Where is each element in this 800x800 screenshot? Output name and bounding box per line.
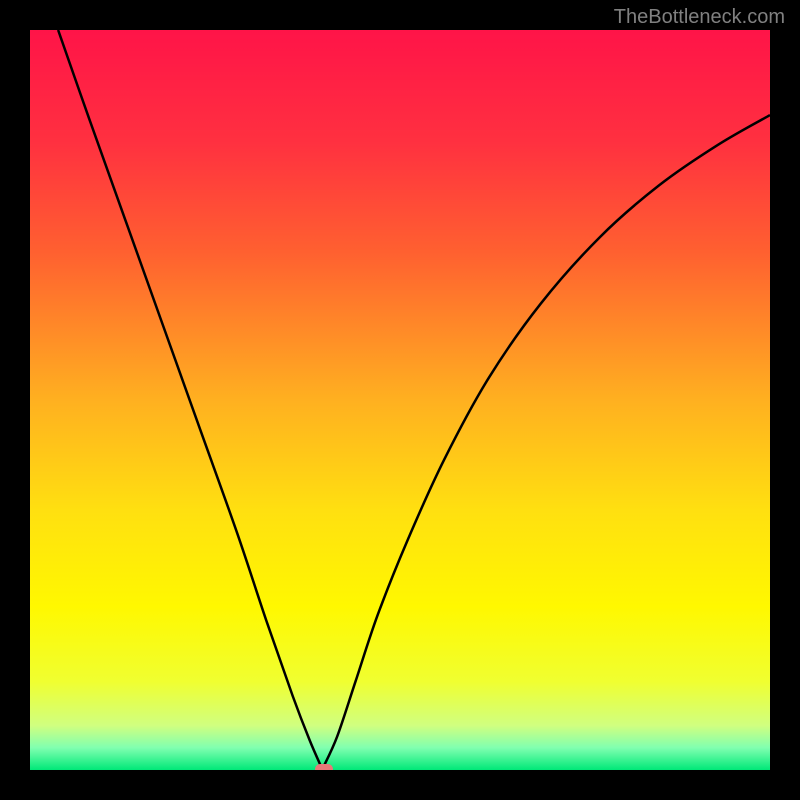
optimal-point-marker [315,764,333,770]
watermark-text: TheBottleneck.com [614,6,785,29]
curve-overlay [30,30,770,770]
bottleneck-chart [30,30,770,770]
bottleneck-curve-line [58,30,770,769]
